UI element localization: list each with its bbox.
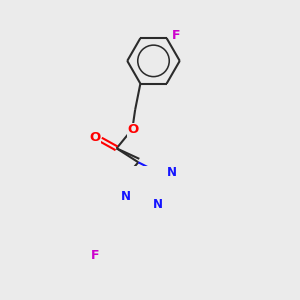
Text: F: F [172,29,181,42]
Text: F: F [91,249,99,262]
Text: N: N [121,190,131,203]
Text: O: O [128,123,139,136]
Text: O: O [89,131,100,144]
Text: N: N [167,166,177,179]
Text: N: N [153,198,163,211]
